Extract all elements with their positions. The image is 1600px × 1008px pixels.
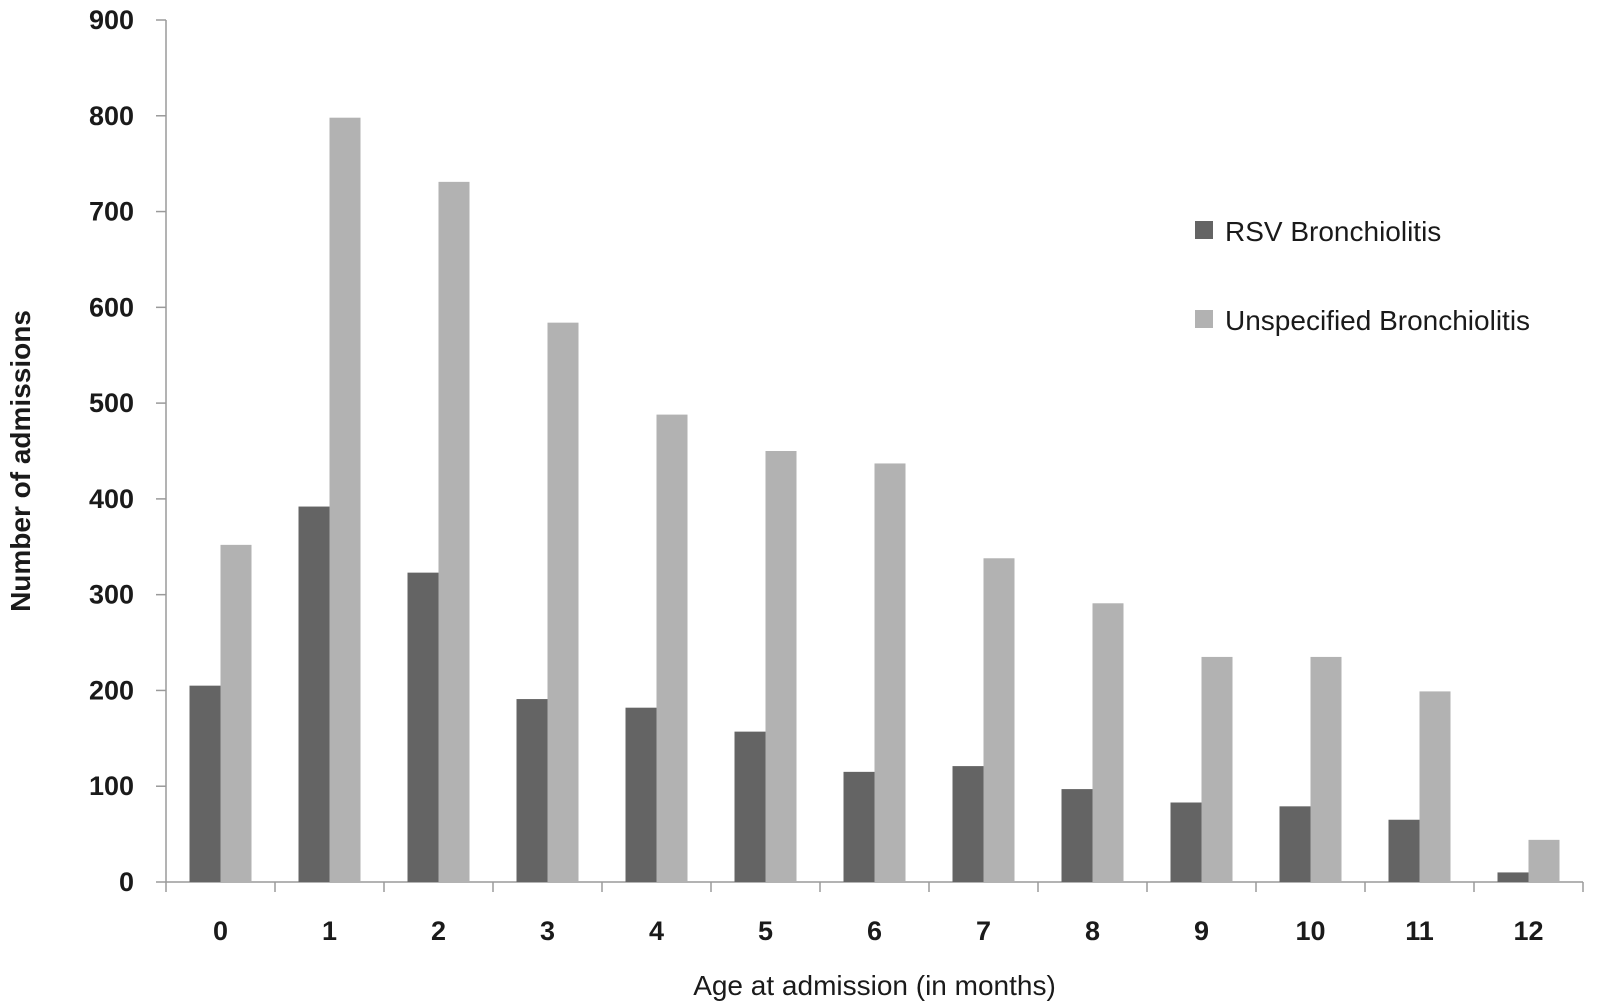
y-axis: 0 100 200 300 400 500 600 700 800 900 bbox=[89, 5, 167, 897]
x-tick-label: 4 bbox=[649, 916, 664, 946]
bar-rsv-0 bbox=[189, 685, 221, 882]
y-tick-label: 500 bbox=[89, 388, 134, 418]
x-tick-label: 7 bbox=[976, 916, 991, 946]
x-axis: 0 1 2 3 4 5 6 7 8 9 10 11 12 bbox=[165, 881, 1584, 946]
bar-unspecified-7 bbox=[983, 558, 1015, 882]
legend-label: Unspecified Bronchiolitis bbox=[1225, 305, 1530, 336]
bar-rsv-11 bbox=[1388, 819, 1420, 882]
x-tick-label: 6 bbox=[867, 916, 882, 946]
y-tick-label: 800 bbox=[89, 101, 134, 131]
bar-unspecified-2 bbox=[438, 181, 470, 882]
y-tick-label: 200 bbox=[89, 675, 134, 705]
bar-unspecified-6 bbox=[874, 463, 906, 882]
x-tick-label: 3 bbox=[540, 916, 555, 946]
bar-unspecified-0 bbox=[220, 544, 252, 882]
legend-label: RSV Bronchiolitis bbox=[1225, 216, 1441, 247]
bar-rsv-2 bbox=[407, 572, 439, 882]
bar-unspecified-3 bbox=[547, 322, 579, 882]
y-tick-label: 400 bbox=[89, 484, 134, 514]
bar-unspecified-4 bbox=[656, 414, 688, 882]
bar-unspecified-9 bbox=[1201, 656, 1233, 882]
bar-unspecified-1 bbox=[329, 117, 361, 882]
bar-rsv-9 bbox=[1170, 802, 1202, 882]
legend-swatch bbox=[1195, 310, 1213, 328]
x-tick-label: 0 bbox=[213, 916, 228, 946]
y-tick-label: 600 bbox=[89, 292, 134, 322]
bar-rsv-10 bbox=[1279, 806, 1311, 882]
x-tick-label: 8 bbox=[1085, 916, 1100, 946]
bar-rsv-8 bbox=[1061, 789, 1093, 882]
bar-rsv-5 bbox=[734, 731, 766, 882]
x-tick-label: 10 bbox=[1295, 916, 1325, 946]
x-tick-label: 1 bbox=[322, 916, 337, 946]
x-axis-title: Age at admission (in months) bbox=[693, 970, 1056, 1001]
y-tick-label: 0 bbox=[119, 867, 134, 897]
y-tick-label: 700 bbox=[89, 197, 134, 227]
bar-unspecified-11 bbox=[1419, 691, 1451, 882]
legend-swatch bbox=[1195, 221, 1213, 239]
legend: RSV Bronchiolitis Unspecified Bronchiolit… bbox=[1195, 216, 1530, 336]
bar-rsv-7 bbox=[952, 766, 984, 882]
x-tick-label: 12 bbox=[1513, 916, 1543, 946]
y-axis-title: Number of admissions bbox=[5, 310, 36, 612]
x-tick-label: 11 bbox=[1405, 916, 1434, 946]
bars bbox=[189, 117, 1560, 882]
y-tick-label: 300 bbox=[89, 580, 134, 610]
bar-unspecified-8 bbox=[1092, 603, 1124, 882]
bar-unspecified-10 bbox=[1310, 656, 1342, 882]
bar-rsv-6 bbox=[843, 771, 875, 882]
bar-rsv-4 bbox=[625, 707, 657, 882]
bar-rsv-3 bbox=[516, 699, 548, 882]
bar-unspecified-5 bbox=[765, 451, 797, 882]
bar-unspecified-12 bbox=[1528, 839, 1560, 882]
y-tick-label: 900 bbox=[89, 5, 134, 35]
bar-rsv-1 bbox=[298, 506, 330, 882]
x-tick-label: 9 bbox=[1194, 916, 1209, 946]
bar-rsv-12 bbox=[1497, 872, 1529, 882]
y-tick-label: 100 bbox=[89, 771, 134, 801]
x-tick-label: 2 bbox=[431, 916, 446, 946]
x-tick-label: 5 bbox=[758, 916, 773, 946]
